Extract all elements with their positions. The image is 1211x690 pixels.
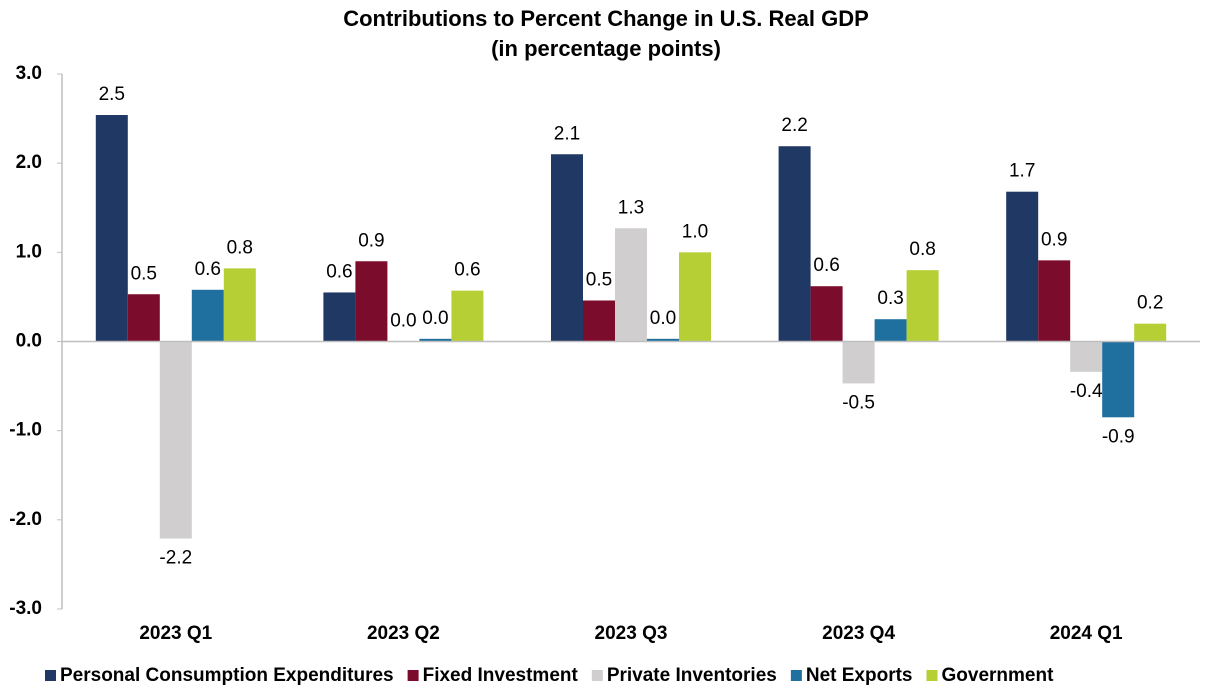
bar (810, 286, 843, 342)
bar (647, 338, 679, 342)
legend-swatch (407, 670, 419, 681)
value-label: 0.3 (877, 288, 903, 309)
x-tick-label: 2023 Q4 (822, 623, 895, 644)
x-tick-label: 2023 Q2 (367, 623, 440, 644)
bar (159, 341, 192, 539)
value-label: 0.9 (358, 230, 384, 251)
value-label: 0.6 (813, 255, 839, 276)
y-tick-label: 3.0 (16, 63, 42, 84)
bar (551, 154, 583, 342)
value-label: 0.5 (131, 263, 157, 284)
value-label: 2.5 (99, 84, 125, 105)
bar (323, 292, 356, 342)
bar (191, 289, 224, 342)
y-tick-label: 2.0 (16, 152, 42, 173)
legend-swatch (926, 670, 938, 681)
y-tick-label: 1.0 (16, 241, 42, 262)
y-tick-label: -2.0 (9, 509, 42, 530)
value-label: 0.0 (422, 308, 448, 329)
bar (419, 338, 452, 342)
legend-label: Government (942, 665, 1055, 686)
value-label: 0.6 (195, 259, 221, 280)
legend-label: Private Inventories (607, 665, 777, 686)
value-label: 2.2 (781, 115, 807, 136)
value-label: -0.4 (1070, 381, 1103, 402)
legend-label: Fixed Investment (423, 665, 579, 686)
bar (679, 252, 711, 342)
bar (1134, 323, 1167, 342)
value-label: 0.0 (390, 311, 416, 332)
value-label: 0.8 (227, 237, 253, 258)
value-label: 0.8 (909, 239, 935, 260)
bar (1006, 191, 1039, 342)
value-label: 0.9 (1041, 229, 1067, 250)
x-tick-label: 2024 Q1 (1050, 623, 1123, 644)
value-label: 2.1 (554, 123, 580, 144)
legend-label: Personal Consumption Expenditures (60, 665, 394, 686)
bar (451, 290, 484, 342)
value-label: 0.5 (586, 269, 612, 290)
chart-title: Contributions to Percent Change in U.S. … (343, 6, 869, 31)
bar (1070, 341, 1103, 372)
bar (842, 341, 875, 384)
bar (1038, 260, 1071, 342)
bar (778, 146, 811, 342)
bar (583, 300, 615, 342)
value-label: 1.3 (618, 197, 644, 218)
bar (127, 294, 160, 342)
legend-label: Net Exports (806, 665, 913, 686)
bar (355, 261, 388, 342)
y-tick-label: -1.0 (9, 420, 42, 441)
value-label: 0.0 (650, 308, 676, 329)
value-label: -0.9 (1102, 426, 1135, 447)
bar (874, 319, 907, 342)
bar (615, 228, 647, 342)
x-tick-label: 2023 Q1 (139, 623, 212, 644)
value-label: 1.7 (1009, 161, 1035, 182)
legend-swatch (790, 670, 802, 681)
y-tick-label: -3.0 (9, 598, 42, 619)
value-label: 0.2 (1137, 293, 1163, 314)
bar (906, 270, 939, 342)
bar (223, 268, 256, 342)
value-label: -0.5 (842, 392, 875, 413)
bar (1102, 341, 1135, 418)
legend-swatch (45, 670, 56, 681)
value-label: -2.2 (159, 548, 192, 569)
x-tick-label: 2023 Q3 (595, 623, 668, 644)
value-label: 1.0 (682, 221, 708, 242)
legend-swatch (591, 670, 603, 681)
value-label: 0.6 (454, 260, 480, 281)
y-tick-label: 0.0 (16, 331, 42, 352)
chart-subtitle: (in percentage points) (491, 36, 721, 61)
bar (95, 115, 128, 342)
value-label: 0.6 (326, 261, 352, 282)
